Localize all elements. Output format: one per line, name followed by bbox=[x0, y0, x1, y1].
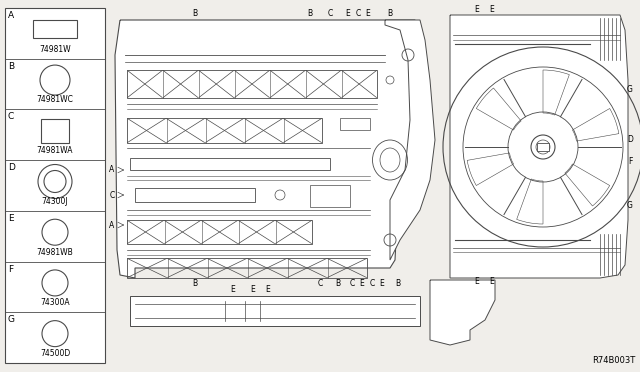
Text: E: E bbox=[360, 279, 364, 288]
Text: 74981WB: 74981WB bbox=[36, 248, 74, 257]
Text: E: E bbox=[266, 285, 270, 294]
Text: C: C bbox=[349, 279, 355, 288]
Text: E: E bbox=[230, 285, 236, 294]
Text: 74981WC: 74981WC bbox=[36, 96, 74, 105]
Bar bbox=[127, 258, 367, 278]
Text: G: G bbox=[8, 315, 15, 324]
Text: B: B bbox=[193, 9, 198, 17]
Text: R74B003T: R74B003T bbox=[592, 356, 635, 365]
Circle shape bbox=[44, 170, 66, 192]
Text: E: E bbox=[380, 279, 385, 288]
Text: B: B bbox=[307, 9, 312, 17]
Text: E: E bbox=[8, 214, 13, 223]
Text: D: D bbox=[8, 163, 15, 172]
Text: 74300J: 74300J bbox=[42, 197, 68, 206]
Bar bbox=[130, 158, 330, 170]
Bar bbox=[127, 70, 377, 98]
Text: A: A bbox=[109, 166, 115, 174]
Text: C: C bbox=[317, 279, 323, 288]
Text: C: C bbox=[109, 190, 115, 199]
Text: F: F bbox=[628, 157, 632, 167]
Text: E: E bbox=[475, 6, 479, 15]
Text: E: E bbox=[475, 278, 479, 286]
Text: B: B bbox=[193, 279, 198, 288]
Text: E: E bbox=[251, 285, 255, 294]
Bar bbox=[127, 118, 322, 143]
Text: E: E bbox=[490, 6, 494, 15]
Bar bbox=[5, 8, 105, 363]
PathPatch shape bbox=[115, 20, 420, 278]
Text: A: A bbox=[8, 11, 14, 20]
Circle shape bbox=[40, 65, 70, 95]
Text: F: F bbox=[8, 264, 13, 273]
Text: 74300A: 74300A bbox=[40, 298, 70, 307]
Text: C: C bbox=[355, 9, 360, 17]
Text: E: E bbox=[346, 9, 350, 17]
Bar bbox=[537, 143, 549, 151]
Text: E: E bbox=[365, 9, 371, 17]
Bar bbox=[340, 118, 370, 130]
Text: 74981W: 74981W bbox=[39, 45, 71, 54]
Text: C: C bbox=[328, 9, 333, 17]
PathPatch shape bbox=[450, 15, 628, 278]
Bar bbox=[33, 20, 77, 38]
Text: B: B bbox=[335, 279, 340, 288]
Text: E: E bbox=[490, 278, 494, 286]
Bar bbox=[41, 119, 69, 143]
Bar bbox=[130, 296, 420, 326]
Circle shape bbox=[38, 164, 72, 199]
Bar bbox=[135, 188, 255, 202]
Text: 74500D: 74500D bbox=[40, 349, 70, 358]
Circle shape bbox=[42, 219, 68, 245]
Text: B: B bbox=[8, 62, 14, 71]
Text: B: B bbox=[396, 279, 401, 288]
Bar bbox=[310, 185, 350, 207]
Bar bbox=[127, 220, 312, 244]
Circle shape bbox=[42, 321, 68, 347]
Text: G: G bbox=[627, 201, 633, 209]
PathPatch shape bbox=[430, 280, 495, 345]
Text: G: G bbox=[627, 86, 633, 94]
Text: 74981WA: 74981WA bbox=[36, 146, 73, 155]
PathPatch shape bbox=[385, 20, 435, 260]
Circle shape bbox=[42, 270, 68, 296]
Text: C: C bbox=[369, 279, 374, 288]
Text: A: A bbox=[109, 221, 115, 230]
Text: C: C bbox=[8, 112, 14, 121]
Text: D: D bbox=[627, 135, 633, 144]
Text: B: B bbox=[387, 9, 392, 17]
